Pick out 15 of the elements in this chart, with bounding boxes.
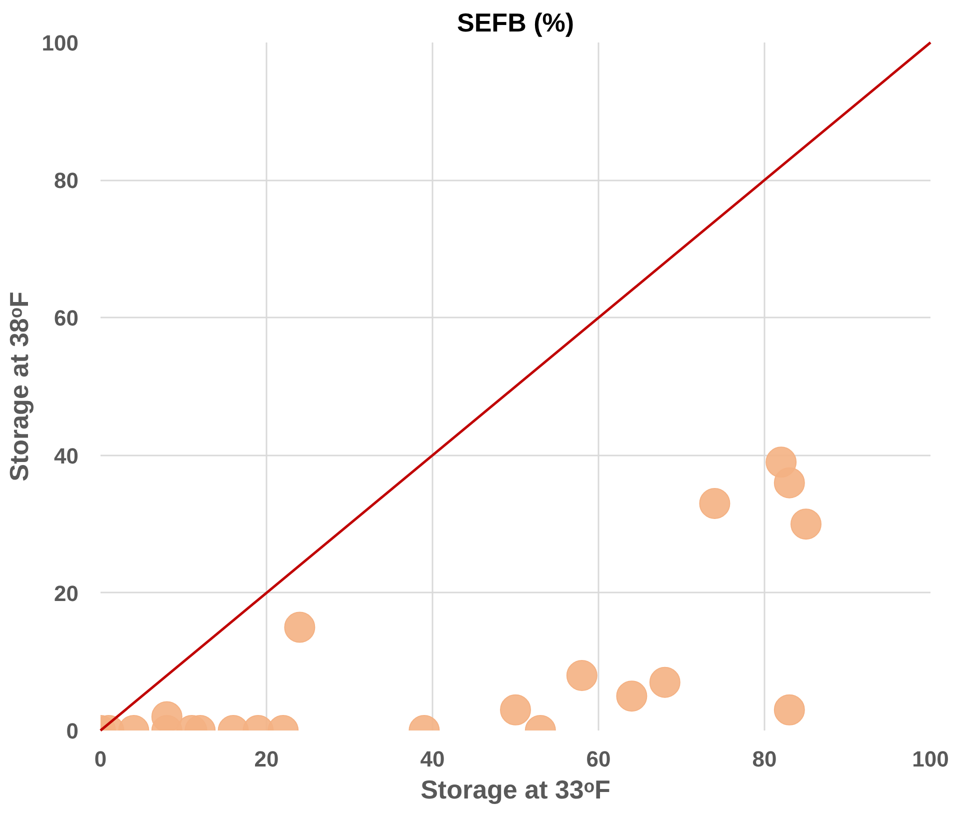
- y-tick-label: 40: [54, 443, 79, 468]
- x-tick-label: 60: [586, 746, 611, 772]
- x-tick-label: 40: [420, 746, 445, 772]
- y-tick-label: 60: [54, 306, 79, 331]
- chart-title: SEFB (%): [457, 8, 574, 38]
- y-tick-label: 20: [54, 580, 79, 606]
- x-tick-label: 20: [254, 746, 279, 772]
- y-tick-label: 100: [42, 30, 79, 56]
- x-tick-label: 80: [752, 746, 777, 772]
- y-tick-label: 80: [54, 168, 79, 194]
- x-axis-title: Storage at 33ᵒF: [420, 774, 610, 804]
- y-axis-title: Storage at 38ᵒF: [4, 292, 34, 482]
- x-tick-label: 100: [912, 746, 949, 772]
- x-tick-label: 0: [94, 746, 107, 772]
- y-tick-label: 0: [66, 718, 79, 744]
